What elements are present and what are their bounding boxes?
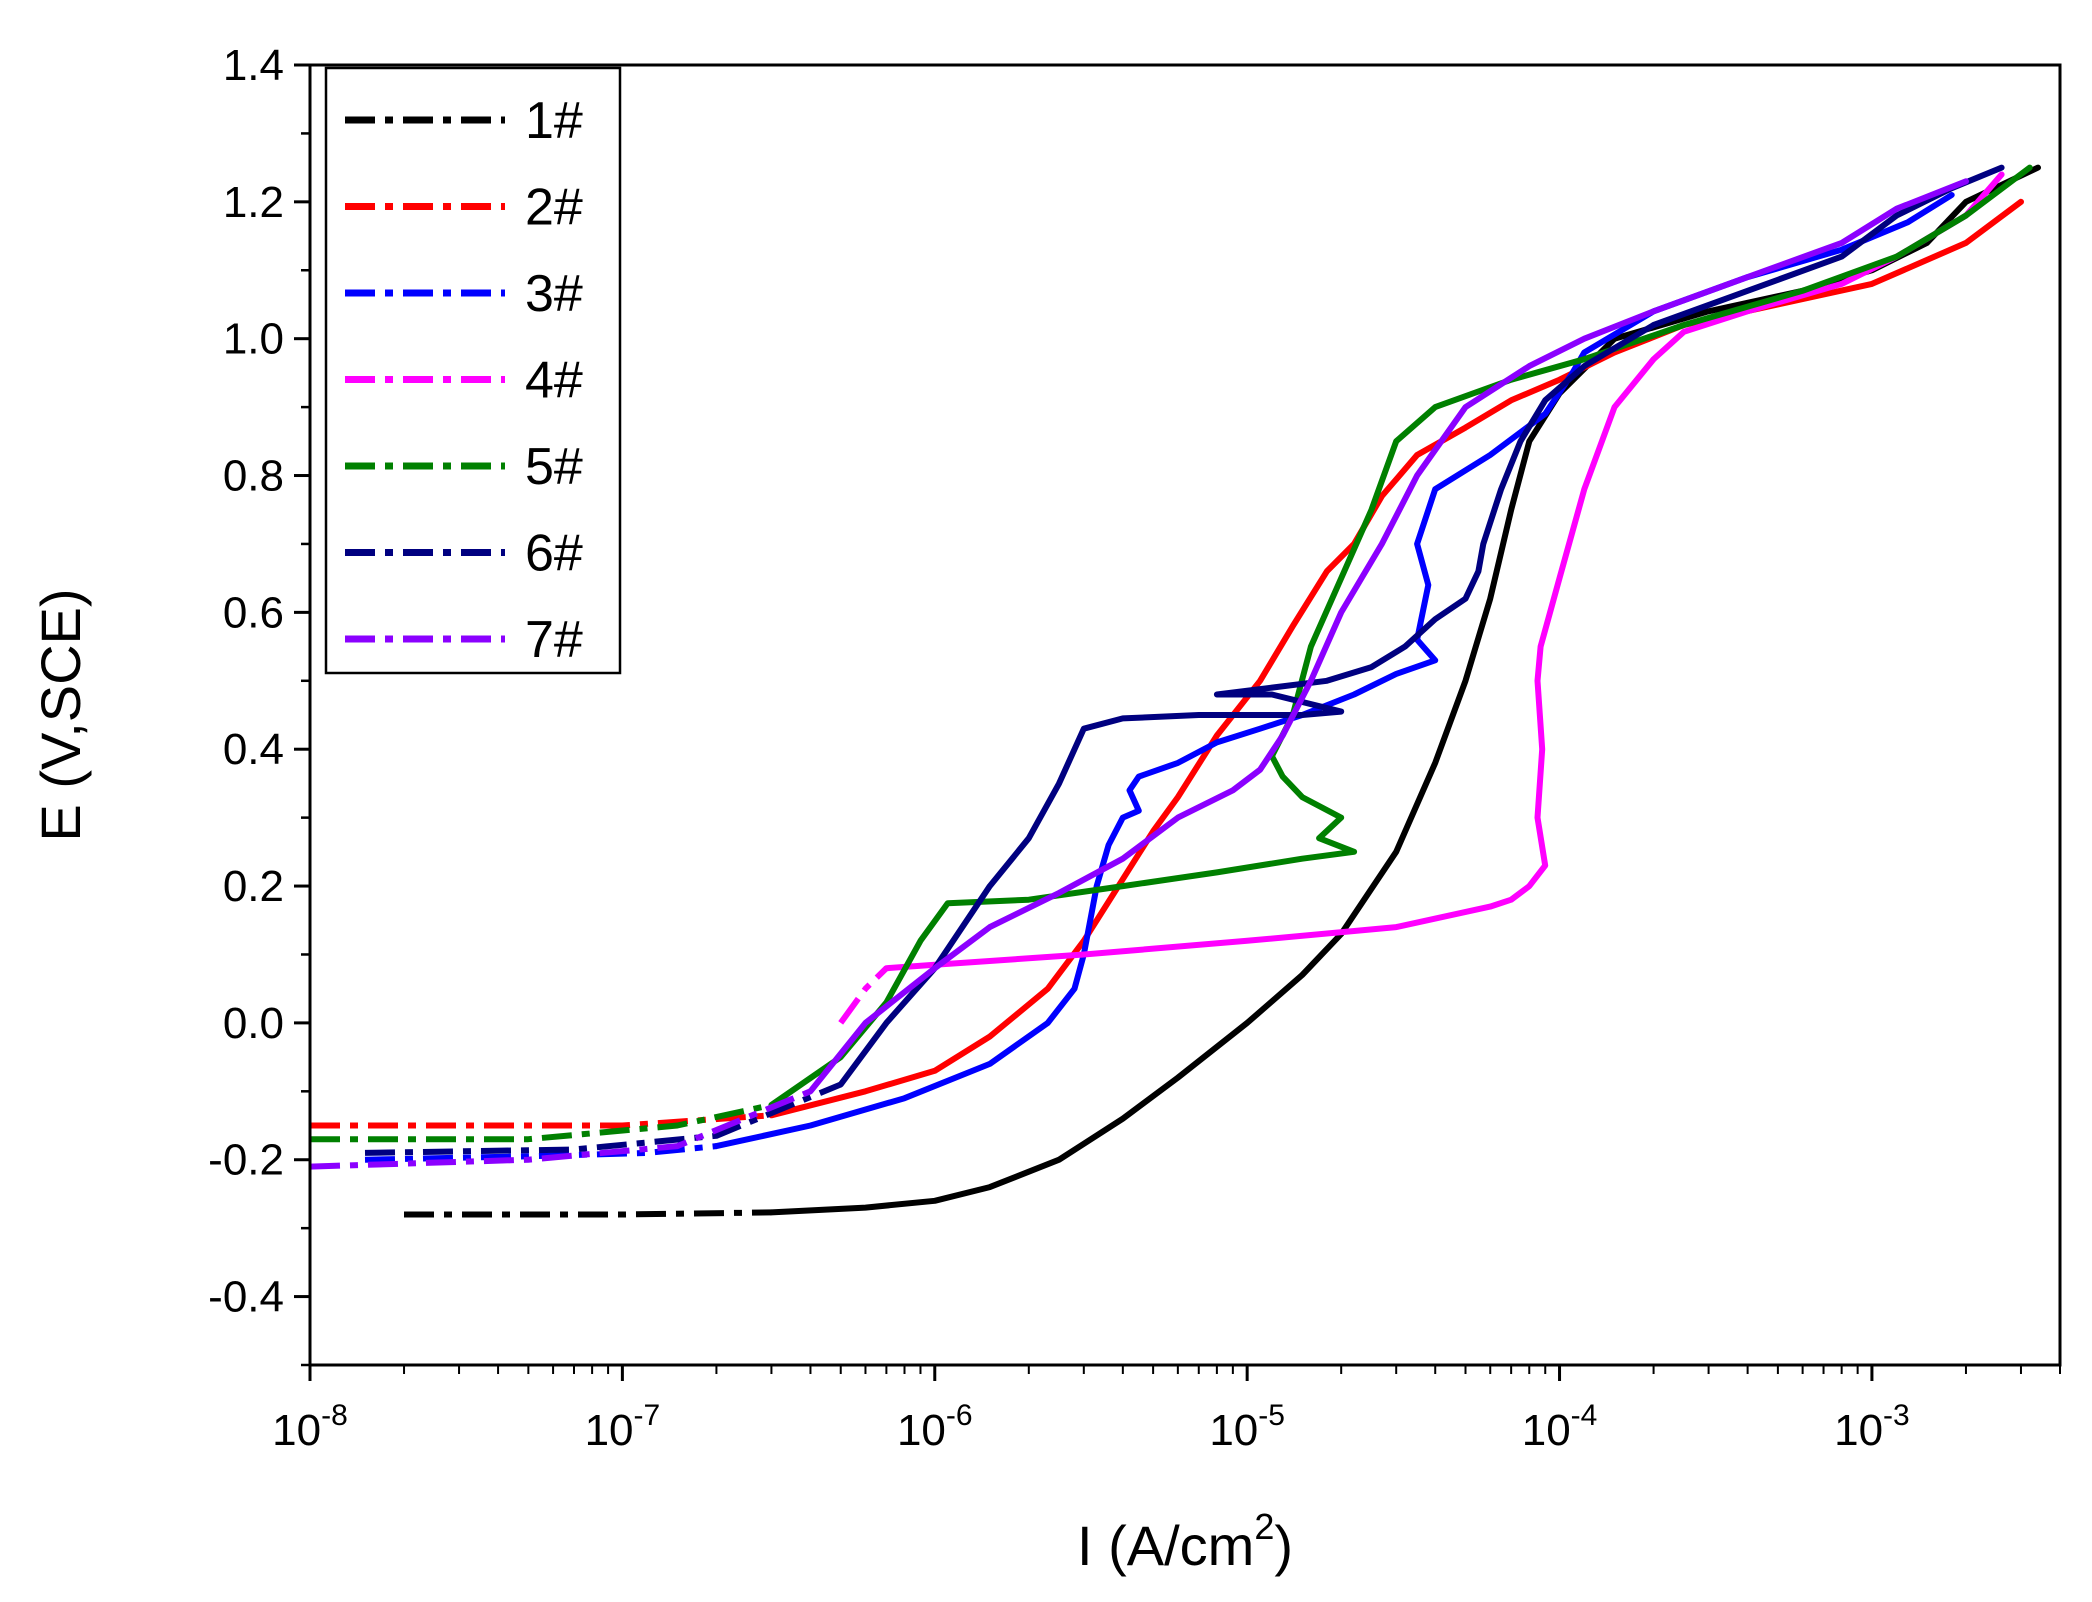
x-tick-base: 10 xyxy=(897,1406,946,1455)
y-tick-label: 1.4 xyxy=(223,41,284,90)
x-tick-base: 10 xyxy=(272,1406,321,1455)
y-tick-label: 1.2 xyxy=(223,178,284,227)
x-tick-exponent: -8 xyxy=(321,1399,348,1432)
legend-label: 5# xyxy=(525,438,583,496)
x-tick-label: 10-8 xyxy=(272,1399,348,1455)
curve-7-anodic xyxy=(807,178,1969,1095)
legend-label: 2# xyxy=(525,179,583,237)
x-axis-title-sup: 2 xyxy=(1254,1506,1274,1547)
legend-label: 6# xyxy=(525,525,583,583)
plot-frame xyxy=(308,63,2062,1367)
y-tick-label: 0.6 xyxy=(223,588,284,637)
x-tick-exponent: -5 xyxy=(1258,1399,1285,1432)
curve-6-cathodic xyxy=(364,1081,842,1156)
curve-6-anodic xyxy=(837,164,2005,1088)
legend-label: 3# xyxy=(525,265,583,323)
x-tick-label: 10-5 xyxy=(1209,1399,1285,1455)
y-tick-label: 0.0 xyxy=(223,999,284,1048)
x-tick-base: 10 xyxy=(1209,1406,1258,1455)
x-tick-label: 10-4 xyxy=(1522,1399,1598,1455)
data-curves xyxy=(309,164,2041,1218)
x-tick-label: 10-6 xyxy=(897,1399,973,1455)
y-tick-label: -0.2 xyxy=(208,1136,284,1185)
y-tick-label: 0.4 xyxy=(223,725,284,774)
y-tick-label: 1.0 xyxy=(223,315,284,364)
curve-4-anodic xyxy=(883,171,2005,972)
y-axis-title: E (V,SCE) xyxy=(29,588,92,841)
x-axis-title-close: ) xyxy=(1274,1514,1293,1577)
legend-label: 4# xyxy=(525,352,583,410)
legend-label: 1# xyxy=(525,92,583,150)
x-axis-title-main: I (A/cm xyxy=(1077,1514,1254,1577)
x-axis-ticks: 10-8 10-7 10-6 10-5 10-4 10-3 xyxy=(272,1365,2061,1455)
curve-3-cathodic xyxy=(364,1143,717,1163)
x-tick-label: 10-7 xyxy=(585,1399,661,1455)
curve-2-cathodic xyxy=(310,1112,772,1129)
legend-box xyxy=(324,66,622,675)
x-tick-base: 10 xyxy=(1522,1406,1571,1455)
legend-label: 7# xyxy=(525,611,583,669)
y-tick-label: 0.8 xyxy=(223,452,284,501)
legend: 1# 2# 3# 4# 5# 6# 7# xyxy=(324,66,622,675)
x-tick-exponent: -3 xyxy=(1883,1399,1910,1432)
y-tick-label: -0.4 xyxy=(208,1273,284,1322)
y-axis-ticks: 1.4 1.2 1.0 0.8 0.6 0.4 0.2 0.0 -0.2 -0.4 xyxy=(208,41,310,1367)
curve-4-cathodic xyxy=(838,966,889,1025)
x-tick-base: 10 xyxy=(585,1406,634,1455)
curve-1-cathodic xyxy=(404,1209,772,1218)
curve-5-cathodic xyxy=(310,1102,773,1143)
curve-5-anodic xyxy=(768,164,2033,1108)
x-axis-title: I (A/cm2) xyxy=(1077,1506,1293,1577)
curve-2-anodic xyxy=(768,198,2024,1119)
x-tick-base: 10 xyxy=(1834,1406,1883,1455)
x-tick-label: 10-3 xyxy=(1834,1399,1910,1455)
x-tick-exponent: -6 xyxy=(946,1399,973,1432)
x-tick-exponent: -4 xyxy=(1571,1399,1598,1432)
x-tick-exponent: -7 xyxy=(634,1399,661,1432)
curve-7-cathodic xyxy=(309,1088,812,1170)
y-tick-label: 0.2 xyxy=(223,862,284,911)
